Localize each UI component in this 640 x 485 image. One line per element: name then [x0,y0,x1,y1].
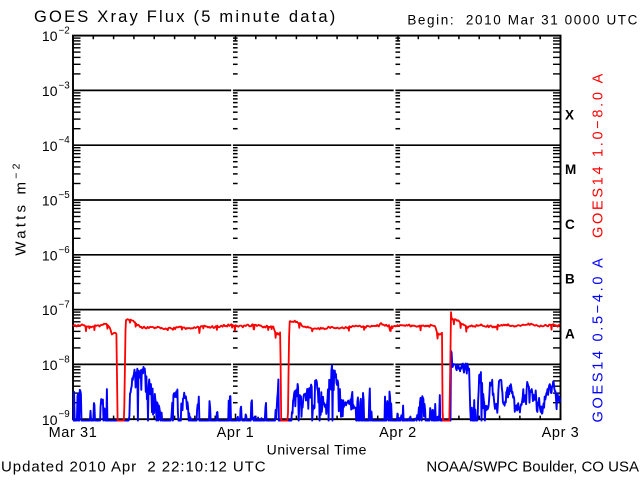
svg-text:M: M [565,162,576,177]
svg-text:Begin: 2010 Mar 31 0000 UTC: Begin: 2010 Mar 31 0000 UTC [407,13,639,28]
svg-text:C: C [565,217,575,232]
svg-text:−2: −2 [59,26,70,37]
svg-text:−8: −8 [59,354,71,365]
svg-text:GOES Xray Flux (5 minute data): GOES Xray Flux (5 minute data) [34,8,338,26]
svg-text:10: 10 [42,138,58,154]
svg-text:10: 10 [42,412,58,428]
svg-text:−5: −5 [59,190,71,201]
svg-text:Watts m−2: Watts m−2 [11,160,30,255]
svg-text:Updated 2010 Apr 2 22:10:12 U: Updated 2010 Apr 2 22:10:12 UTC [1,459,267,476]
svg-text:Universal Time: Universal Time [267,442,367,458]
svg-text:−6: −6 [59,245,71,256]
svg-text:Apr 2: Apr 2 [379,425,417,441]
svg-text:10: 10 [42,247,58,263]
svg-text:−7: −7 [59,300,70,311]
svg-text:NOAA/SWPC Boulder, CO USA: NOAA/SWPC Boulder, CO USA [426,459,639,476]
svg-text:Apr 3: Apr 3 [542,425,580,441]
svg-text:−9: −9 [59,409,70,420]
svg-text:A: A [565,327,575,342]
svg-text:10: 10 [42,302,58,318]
svg-text:−3: −3 [59,80,71,91]
svg-text:GOES14 0.5−4.0 A: GOES14 0.5−4.0 A [591,256,607,423]
svg-text:10: 10 [42,28,58,44]
svg-text:−4: −4 [59,135,71,146]
svg-text:GOES14 1.0−8.0 A: GOES14 1.0−8.0 A [591,71,607,238]
svg-text:B: B [565,272,575,287]
svg-text:10: 10 [42,83,58,99]
svg-text:Apr 1: Apr 1 [217,425,255,441]
svg-text:10: 10 [42,357,58,373]
svg-text:Mar 31: Mar 31 [49,425,98,441]
svg-text:X: X [565,107,574,122]
svg-text:10: 10 [42,193,58,209]
